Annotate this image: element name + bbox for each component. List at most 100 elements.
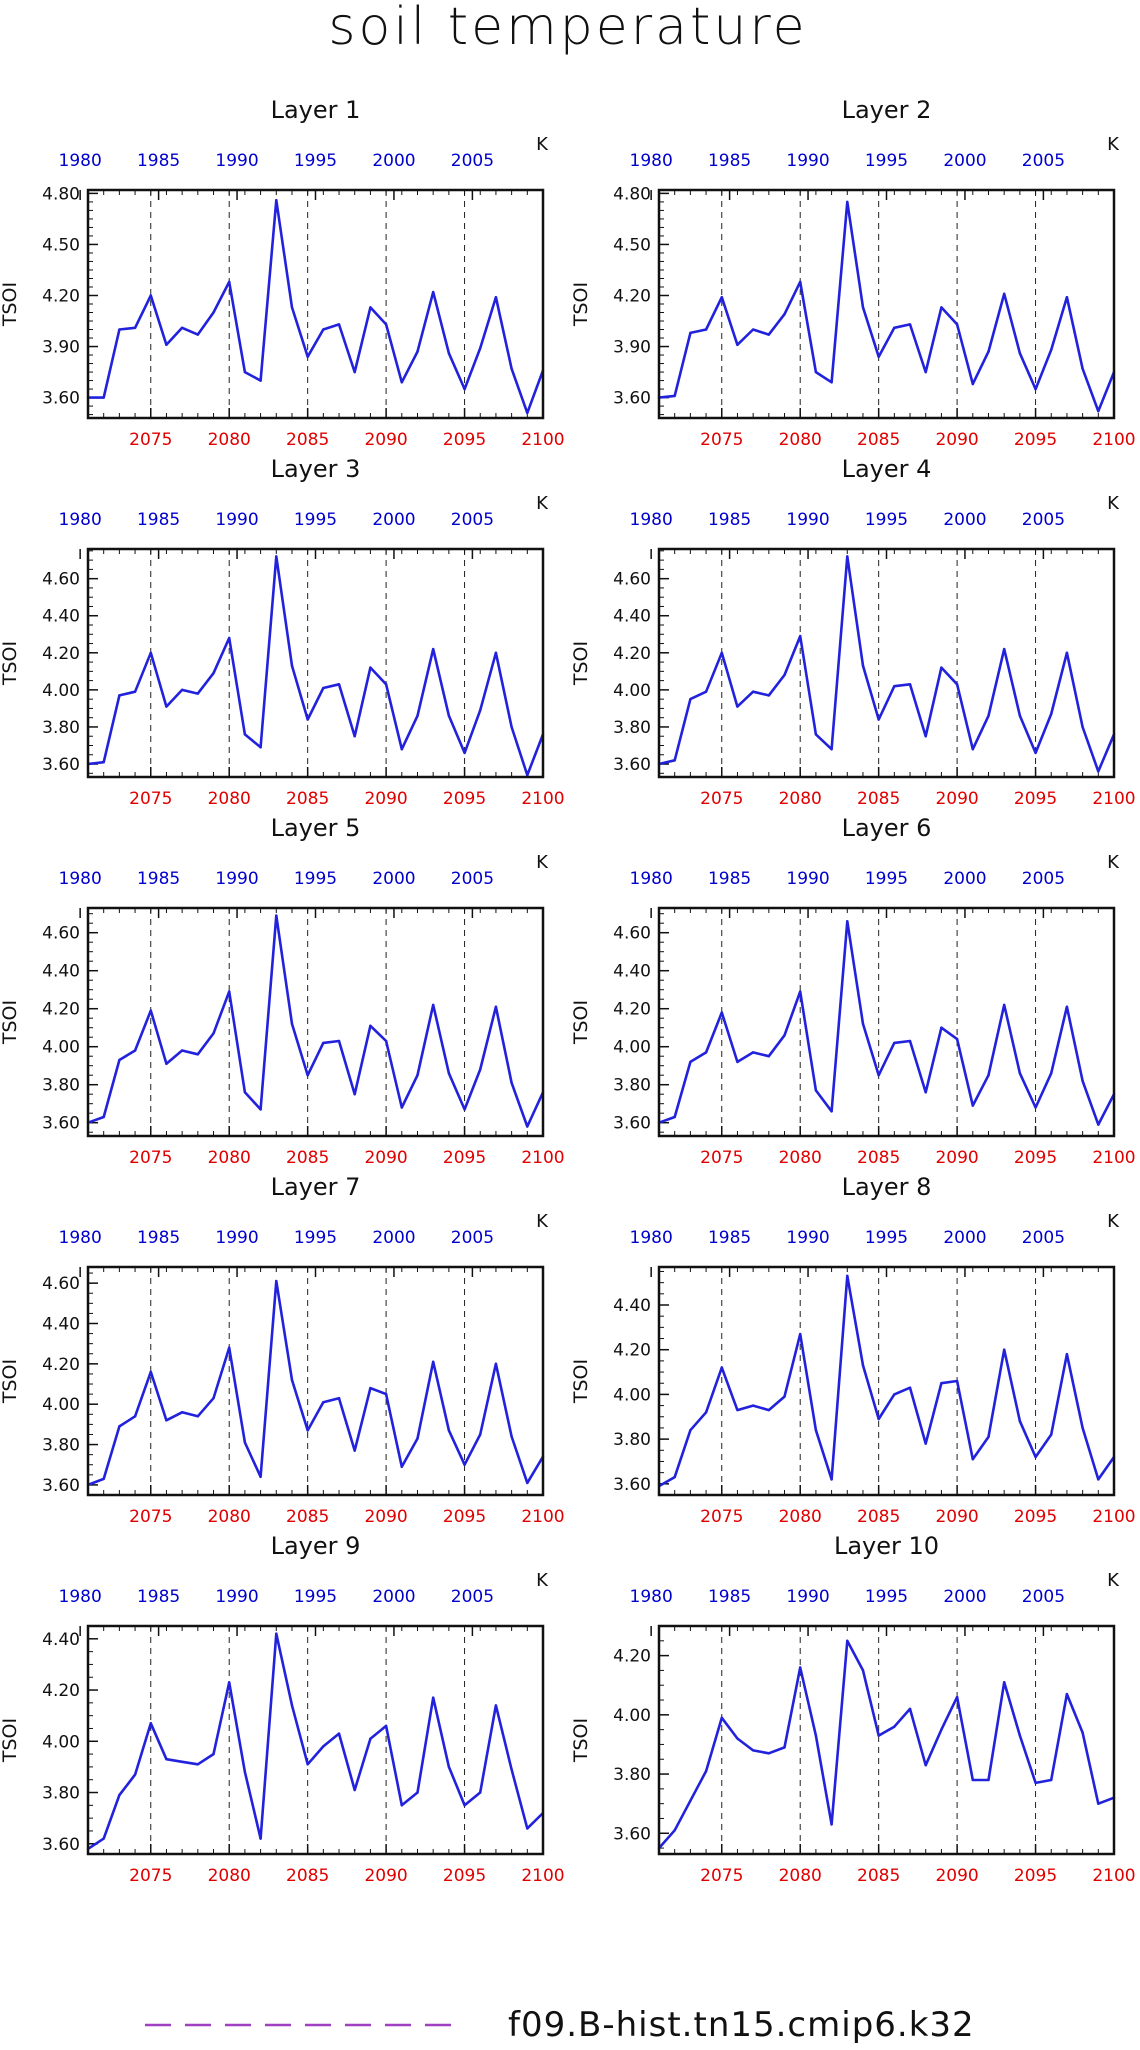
data-point — [783, 313, 786, 316]
data-point — [259, 1837, 262, 1840]
data-point — [196, 692, 200, 695]
data-point — [987, 1778, 990, 1782]
data-point — [971, 382, 974, 386]
plot-frame — [86, 188, 545, 420]
data-point — [689, 697, 692, 701]
data-point — [767, 1408, 771, 1412]
data-point — [987, 714, 990, 718]
bottom-tick-label: 2090 — [935, 1866, 978, 1886]
top-tick-label: 2000 — [943, 510, 986, 530]
top-tick-label: 1995 — [294, 869, 337, 889]
y-tick-label: 4.40 — [42, 607, 80, 627]
y-tick-label: 3.60 — [42, 1114, 80, 1134]
data-point — [673, 1475, 676, 1479]
data-point — [180, 1411, 184, 1414]
data-point — [861, 1669, 865, 1672]
data-point — [814, 1089, 818, 1092]
bottom-tick-label: 2100 — [1092, 789, 1135, 809]
data-point — [337, 683, 341, 686]
y-axis-label: TSOI — [570, 641, 592, 686]
data-point — [955, 1379, 959, 1383]
top-tick-label: 1995 — [865, 1228, 908, 1248]
data-point — [704, 1411, 708, 1414]
top-tick-label: 2005 — [451, 1228, 494, 1248]
bottom-tick-label: 2085 — [286, 430, 329, 450]
top-tick-label: 1995 — [865, 1587, 908, 1607]
data-point — [400, 1804, 403, 1807]
data-point — [814, 733, 818, 736]
data-point — [783, 1746, 786, 1749]
data-point — [165, 705, 168, 708]
series-line — [87, 555, 545, 777]
data-point — [416, 1074, 419, 1077]
data-point — [767, 694, 771, 697]
top-tick-label: 2005 — [451, 151, 494, 171]
data-point — [908, 1707, 912, 1711]
data-point — [416, 350, 419, 353]
top-tick-label: 2000 — [943, 869, 986, 889]
data-point — [987, 1435, 990, 1439]
top-tick-label: 1990 — [786, 1228, 829, 1248]
data-point — [259, 746, 262, 749]
data-point — [180, 688, 184, 692]
data-point — [259, 379, 262, 382]
data-point — [955, 1037, 959, 1041]
data-point — [479, 1791, 482, 1794]
data-point — [384, 1392, 388, 1396]
top-tick-label: 2005 — [451, 510, 494, 530]
data-point — [102, 396, 105, 399]
data-point — [290, 1704, 294, 1707]
data-point — [783, 673, 786, 677]
data-point — [799, 990, 802, 993]
panel-title: Layer 6 — [842, 814, 932, 842]
data-point — [275, 914, 278, 917]
y-tick-label: 4.00 — [42, 681, 80, 701]
data-point — [337, 1732, 341, 1735]
data-point — [337, 323, 341, 326]
data-point — [494, 1704, 498, 1707]
data-point — [337, 1396, 341, 1400]
data-point — [243, 1441, 247, 1444]
y-tick-label: 4.00 — [613, 1038, 651, 1058]
y-tick-label: 4.40 — [42, 1314, 80, 1334]
bottom-tick-label: 2080 — [779, 1148, 822, 1168]
data-point — [704, 1051, 708, 1054]
data-point — [196, 333, 200, 336]
top-tick-label: 2000 — [943, 1587, 986, 1607]
data-point — [955, 1695, 959, 1699]
y-tick-label: 4.60 — [42, 924, 80, 944]
data-point — [940, 306, 943, 309]
bottom-tick-label: 2095 — [443, 1507, 486, 1527]
y-tick-label: 3.80 — [42, 1076, 80, 1096]
bottom-tick-label: 2080 — [208, 1507, 251, 1527]
y-tick-label: 4.20 — [613, 1647, 651, 1667]
data-point — [846, 1639, 849, 1643]
panel-title: Layer 1 — [271, 96, 361, 124]
y-tick-label: 4.40 — [42, 962, 80, 982]
bottom-tick-label: 2085 — [857, 1866, 900, 1886]
data-point — [704, 1769, 708, 1773]
top-tick-label: 1985 — [137, 869, 180, 889]
data-point — [736, 1060, 739, 1064]
top-tick-label: 1990 — [786, 151, 829, 171]
data-point — [1050, 348, 1053, 352]
data-point — [149, 651, 152, 655]
panel-title: Layer 5 — [271, 814, 361, 842]
data-point — [955, 683, 959, 686]
bottom-tick-label: 2080 — [779, 1866, 822, 1886]
data-point — [510, 1435, 513, 1438]
data-point — [877, 1074, 880, 1077]
y-tick-label: 4.20 — [42, 286, 80, 306]
y-axis-label: TSOI — [0, 1718, 21, 1763]
data-point — [1002, 1003, 1006, 1007]
plot-frame — [657, 1265, 1116, 1497]
y-tick-label: 4.20 — [42, 1355, 80, 1375]
data-point — [447, 352, 451, 355]
data-point — [799, 634, 802, 638]
data-point — [1097, 1802, 1100, 1805]
data-point — [133, 1415, 137, 1418]
top-tick-label: 1995 — [294, 1587, 337, 1607]
bottom-tick-label: 2085 — [286, 789, 329, 809]
data-point — [353, 1093, 356, 1096]
data-point — [767, 333, 771, 336]
